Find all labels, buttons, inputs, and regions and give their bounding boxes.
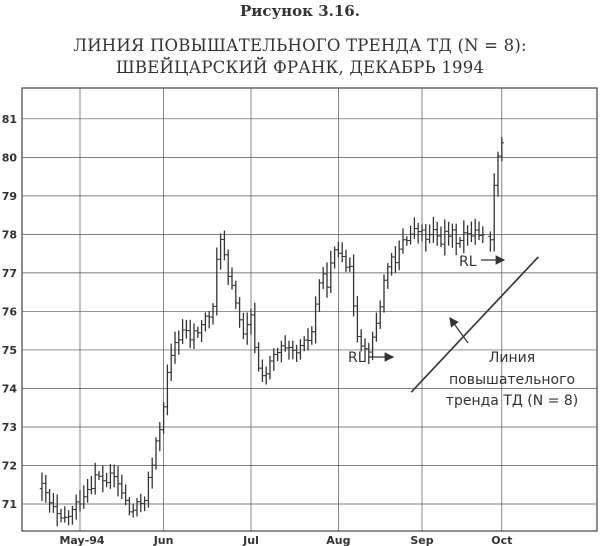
grid-lines: [22, 88, 597, 531]
y-tick-label: 78: [2, 228, 17, 241]
x-tick-label: May-94: [59, 534, 104, 546]
y-tick-label: 77: [2, 267, 17, 280]
y-tick-label: 72: [2, 460, 17, 473]
rl-label-2: RL: [459, 254, 477, 270]
y-tick-label: 81: [2, 113, 17, 126]
x-axis-labels: May-94 Jun Jul Aug Sep Oct: [59, 534, 512, 546]
trendline-legend-line: Линия: [489, 350, 535, 366]
y-tick-label: 79: [2, 190, 17, 203]
y-axis-labels: 71 72 73 74 75 76 77 78 79 80 81: [2, 113, 18, 511]
x-tick-label: Aug: [326, 534, 350, 546]
trendline-legend-line: повышательного: [449, 372, 575, 388]
chart-title-line2: ШВЕЙЦАРСКИЙ ФРАНК, ДЕКАБРЬ 1994: [115, 58, 485, 77]
plot-frame: [21, 87, 598, 532]
figure-label: Рисунок 3.16.: [240, 2, 360, 20]
x-tick-label: Sep: [410, 534, 433, 546]
y-tick-label: 71: [2, 498, 17, 511]
y-tick-label: 73: [2, 421, 17, 434]
x-tick-label: Oct: [491, 534, 512, 546]
x-tick-label: Jul: [242, 534, 259, 546]
trendline-legend-line: тренда ТД (N = 8): [446, 393, 578, 409]
y-tick-label: 76: [2, 305, 18, 318]
chart-title-line1: ЛИНИЯ ПОВЫШАТЕЛЬНОГО ТРЕНДА ТД (N = 8):: [73, 36, 527, 55]
annotations: RL RL Линия повышательного тренда ТД (N = 8): [348, 254, 578, 409]
td-trend-line: [410, 256, 539, 393]
rl-label-1: RL: [348, 350, 366, 366]
y-tick-label: 75: [2, 344, 17, 357]
x-tick-label: Jun: [153, 534, 174, 546]
y-tick-label: 80: [2, 151, 18, 164]
price-bars: [39, 137, 504, 527]
legend-pointer-arrow: [449, 317, 469, 344]
y-tick-label: 74: [2, 382, 18, 395]
